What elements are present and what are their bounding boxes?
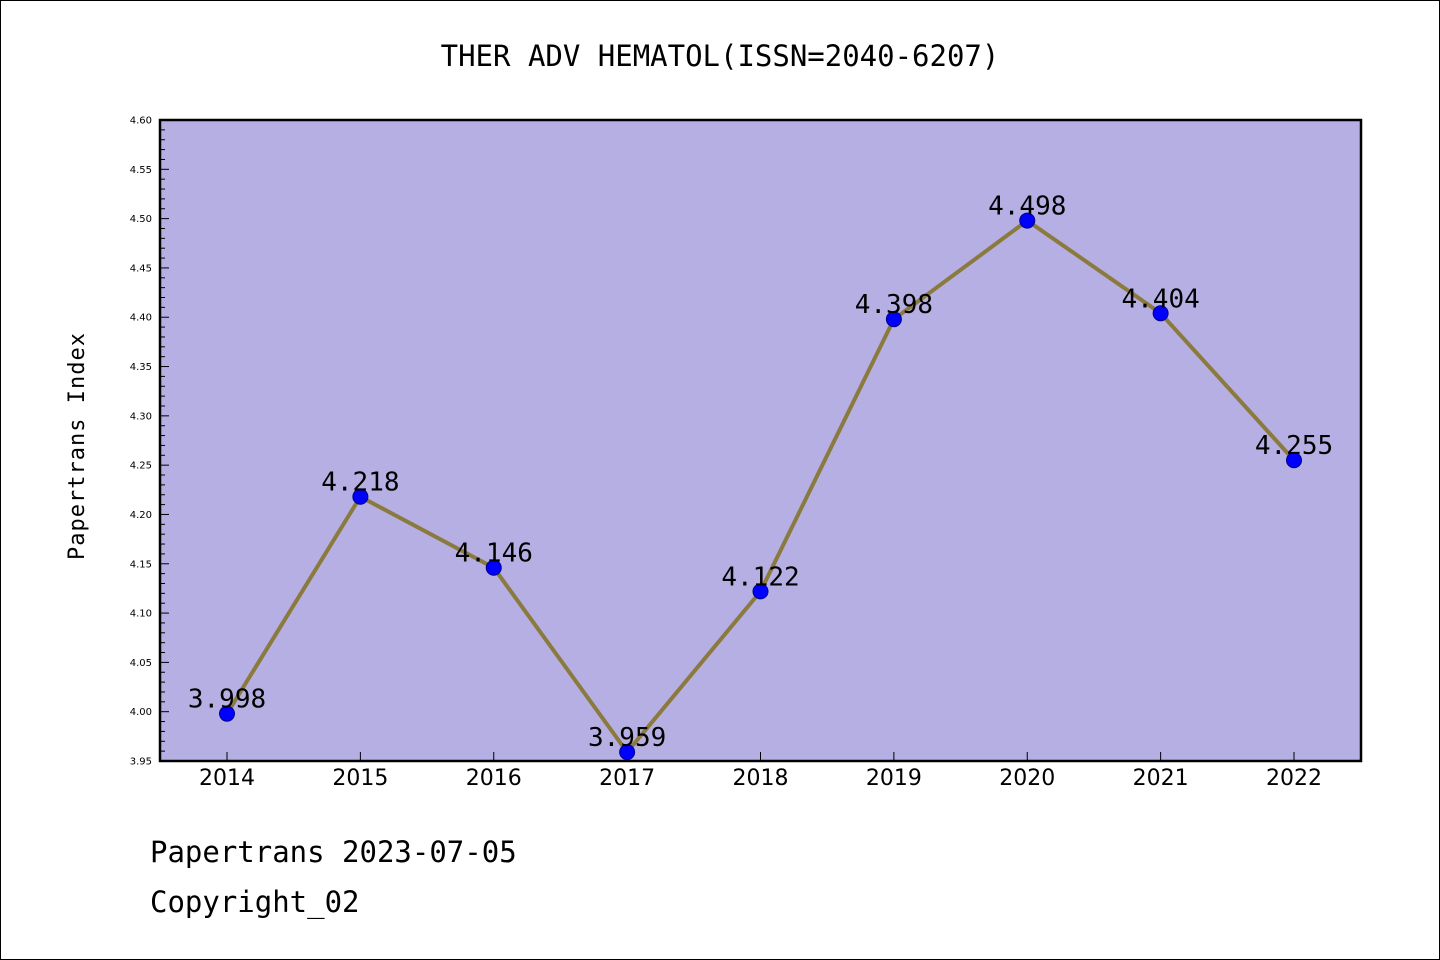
x-tick-label: 2014	[199, 766, 255, 791]
y-tick-label: 4.45	[130, 263, 152, 274]
data-point	[352, 488, 369, 505]
x-tick-label: 2019	[866, 766, 922, 791]
y-tick-label: 4.00	[130, 707, 152, 718]
y-tick-label: 4.25	[130, 461, 152, 472]
footer-copyright: Copyright_02	[150, 885, 360, 919]
data-point	[485, 559, 502, 576]
y-tick-label: 4.60	[130, 116, 152, 127]
chart-title: THER ADV HEMATOL(ISSN=2040-6207)	[441, 39, 1000, 73]
data-label: 4.255	[1255, 431, 1333, 461]
plot-area	[158, 118, 1363, 763]
x-tick-label: 2020	[999, 766, 1055, 791]
data-label: 4.498	[988, 192, 1066, 222]
x-tick-label: 2021	[1133, 766, 1189, 791]
data-point	[752, 583, 769, 600]
data-label: 3.959	[588, 723, 666, 753]
data-point	[1019, 212, 1036, 229]
x-tick-label: 2018	[733, 766, 789, 791]
data-labels: 3.998 4.218 4.146 3.959 4.122 4.398 4.498 4.404…	[188, 192, 1333, 754]
y-tick-label: 4.55	[130, 165, 152, 176]
y-tick-label: 4.10	[130, 609, 152, 620]
y-tick-label: 4.35	[130, 362, 152, 373]
data-label: 4.122	[721, 562, 799, 592]
y-tick-label: 4.05	[130, 658, 152, 669]
x-tick-label: 2016	[466, 766, 522, 791]
y-axis-label: Papertrans Index	[65, 332, 90, 560]
data-label: 4.398	[855, 290, 933, 320]
data-label: 4.218	[321, 468, 399, 498]
data-label: 4.146	[455, 539, 533, 569]
data-point	[619, 744, 636, 761]
data-point	[1152, 305, 1169, 322]
data-label: 4.404	[1121, 284, 1199, 314]
x-axis: 2014 2015 2016 2017 2018 2019 2020 2021 2022	[199, 752, 1322, 791]
y-tick-label: 4.50	[130, 214, 152, 225]
x-tick-label: 2022	[1266, 766, 1322, 791]
data-point	[219, 705, 235, 722]
x-tick-label: 2017	[599, 766, 655, 791]
data-label: 3.998	[188, 685, 266, 715]
y-tick-label: 4.15	[130, 559, 152, 570]
y-tick-label: 4.30	[130, 411, 152, 422]
y-axis: 3.95 4.00 4.05 4.10 4.15 4.20 4.25 4.30 4.35 4.40…	[130, 116, 169, 768]
data-point	[885, 311, 902, 328]
footer-date: Papertrans 2023-07-05	[150, 835, 517, 869]
y-tick-label: 4.20	[130, 510, 152, 521]
y-tick-label: 3.95	[130, 757, 152, 768]
y-tick-label: 4.40	[130, 313, 152, 324]
x-tick-label: 2015	[332, 766, 388, 791]
series-papertrans-index	[219, 212, 1302, 761]
data-point	[1286, 452, 1302, 469]
